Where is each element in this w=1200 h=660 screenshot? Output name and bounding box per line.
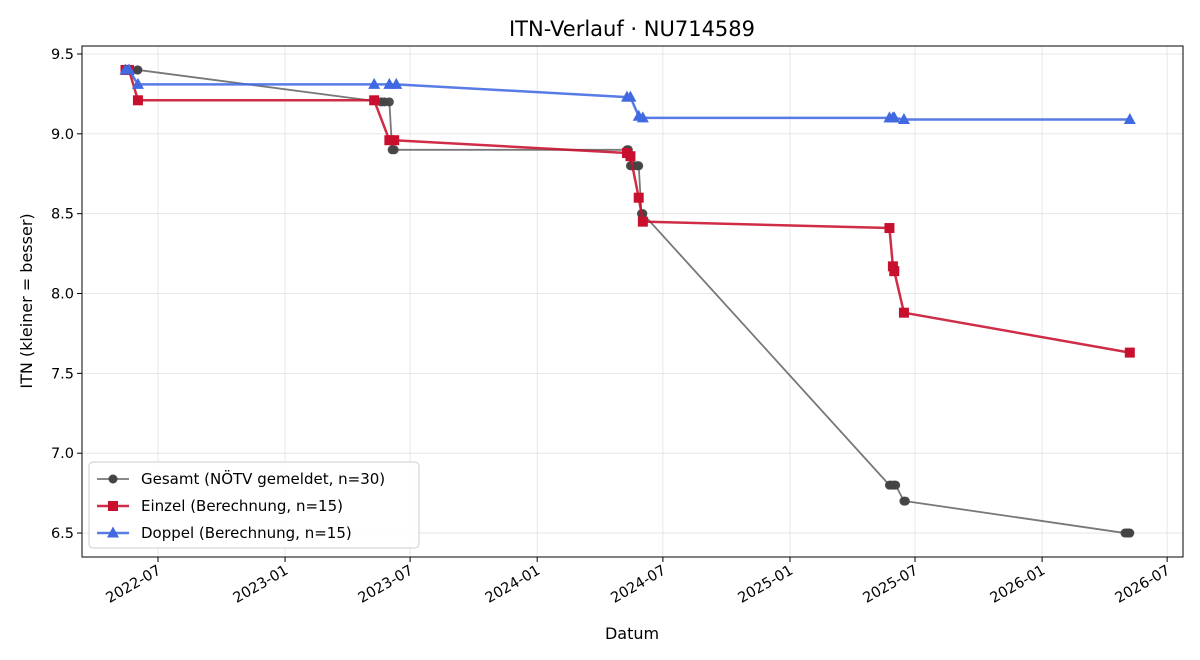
data-point-doppel [131, 77, 144, 89]
data-point-gesamt [384, 97, 394, 107]
legend-marker [107, 526, 119, 538]
x-axis-label: Datum [605, 624, 659, 643]
data-point-doppel [897, 112, 910, 124]
data-point-gesamt [1125, 528, 1135, 538]
legend-entry-gesamt: Gesamt (NÖTV gemeldet, n=30) [97, 469, 385, 488]
y-tick-label: 7.5 [51, 366, 74, 382]
y-tick-label: 8.5 [51, 207, 74, 223]
y-tick-label: 6.5 [51, 526, 74, 542]
legend-label: Einzel (Berechnung, n=15) [141, 497, 343, 515]
data-point-einzel [637, 216, 648, 227]
data-point-gesamt [891, 480, 901, 490]
data-point-doppel [636, 111, 649, 123]
legend-entry-doppel: Doppel (Berechnung, n=15) [97, 524, 352, 542]
data-point-einzel [889, 266, 900, 277]
legend-marker [108, 474, 118, 484]
data-point-einzel [132, 95, 143, 106]
data-point-gesamt [389, 145, 399, 155]
grid [82, 46, 1183, 557]
data-point-gesamt [900, 496, 910, 506]
series-doppel [119, 63, 1136, 124]
data-point-einzel [369, 95, 380, 106]
legend-label: Gesamt (NÖTV gemeldet, n=30) [141, 469, 385, 488]
series-gesamt [121, 65, 1135, 538]
legend-entry-einzel: Einzel (Berechnung, n=15) [97, 497, 343, 515]
data-point-gesamt [634, 161, 644, 171]
data-point-doppel [624, 90, 637, 102]
y-tick-label: 9.0 [51, 127, 74, 143]
legend-label: Doppel (Berechnung, n=15) [141, 524, 352, 542]
chart-title: ITN-Verlauf · NU714589 [509, 17, 755, 41]
legend-marker [108, 501, 118, 511]
data-point-doppel [390, 77, 403, 89]
data-point-doppel [122, 63, 135, 75]
data-point-einzel [389, 135, 400, 146]
legend: Gesamt (NÖTV gemeldet, n=30) Einzel (Bere… [88, 461, 420, 549]
plot-frame [81, 45, 1184, 558]
data-point-einzel [625, 151, 636, 162]
data-point-doppel [1123, 112, 1136, 124]
legend-box [88, 461, 420, 549]
y-tick-label: 7.0 [51, 446, 74, 462]
series-layer [119, 63, 1136, 538]
data-point-einzel [633, 192, 644, 203]
y-axis-label: ITN (kleiner = besser) [17, 213, 36, 388]
data-point-gesamt [133, 65, 143, 75]
y-tick-label: 8.0 [51, 287, 74, 303]
data-point-doppel [368, 77, 381, 89]
data-point-doppel [888, 111, 901, 123]
data-point-einzel [884, 223, 895, 234]
data-point-einzel [898, 307, 909, 318]
data-point-einzel [1124, 347, 1135, 358]
y-tick-label: 9.5 [51, 47, 74, 63]
